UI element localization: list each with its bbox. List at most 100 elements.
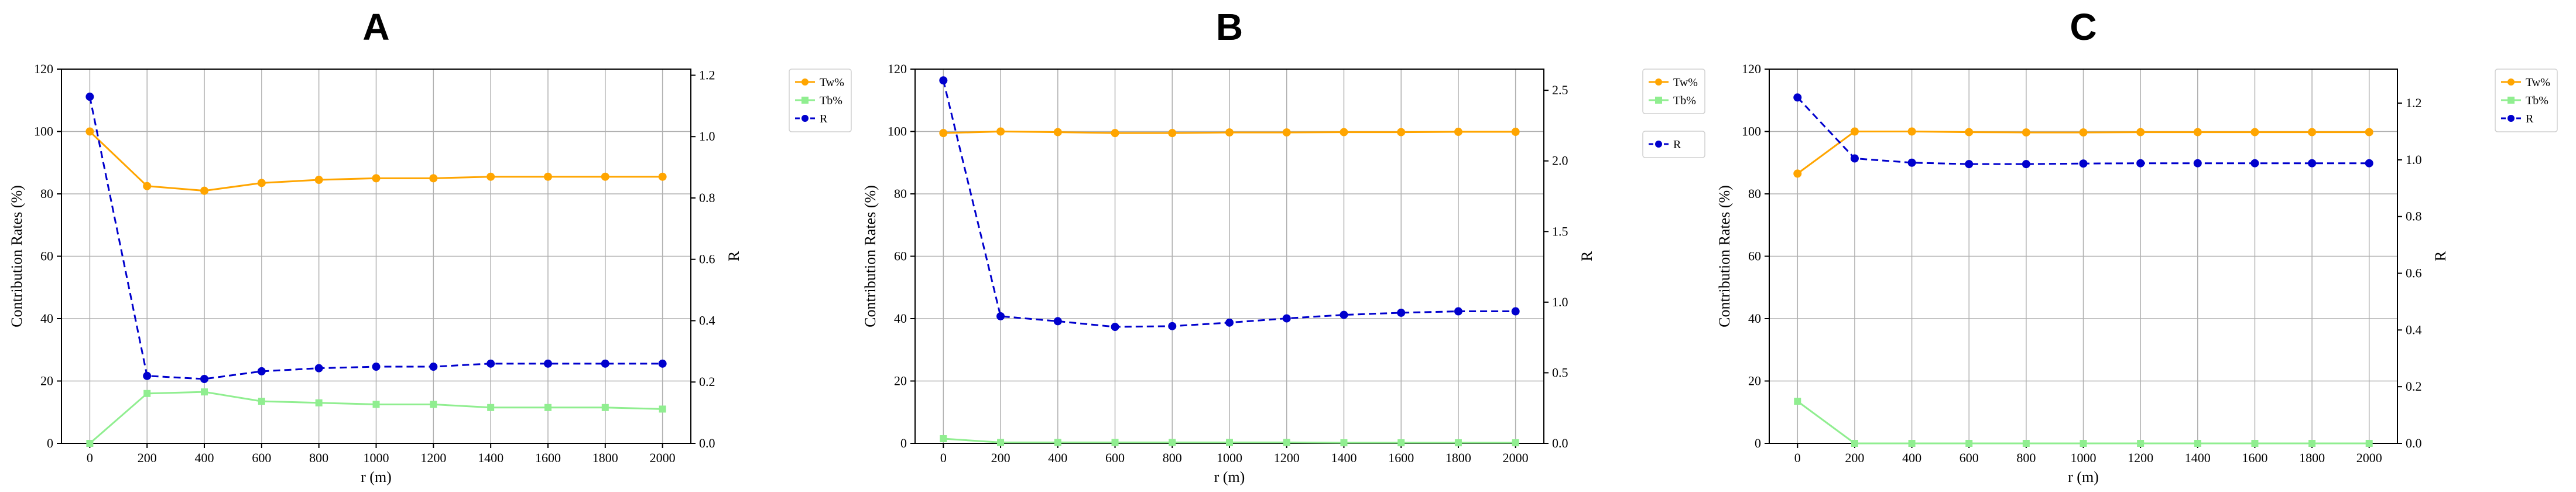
x-tick-label: 800 <box>2016 450 2036 465</box>
data-point-tw <box>143 182 152 190</box>
y-tick-label: 20 <box>40 374 53 388</box>
data-point-tw <box>2365 128 2373 136</box>
y2-tick-label: 0.6 <box>2406 266 2422 281</box>
data-point-tb <box>487 404 495 411</box>
data-point-tw <box>2308 128 2317 136</box>
data-point-tb <box>201 388 208 396</box>
data-point-tb <box>1340 439 1348 446</box>
data-point-tw <box>1793 169 1802 178</box>
y-tick-label: 0 <box>47 436 53 450</box>
x-tick-label: 0 <box>940 450 947 465</box>
x-tick-label: 400 <box>195 450 214 465</box>
data-point-r <box>1168 322 1177 330</box>
data-point-r <box>2250 159 2259 168</box>
y2-tick-label: 1.5 <box>1552 224 1568 238</box>
data-point-tb <box>2308 440 2316 447</box>
data-point-r <box>1850 154 1859 163</box>
chart-panel-a: A 0 200 400 600 800 1000 1200 1400 1600 1800 2000 0 2… <box>8 6 852 486</box>
y-tick-label: 40 <box>894 311 907 326</box>
data-point-r <box>143 371 152 380</box>
x-axis-label: r (m) <box>1214 469 1245 486</box>
data-point-tb <box>430 401 437 408</box>
data-point-tb <box>1054 439 1061 446</box>
x-tick-label: 1200 <box>1274 450 1300 465</box>
x-tick-label: 1200 <box>2128 450 2153 465</box>
legend-label-r: R <box>1673 138 1681 151</box>
data-point-tw <box>200 186 209 195</box>
y2-tick-label: 1.0 <box>1552 295 1568 309</box>
data-point-r <box>1340 310 1348 319</box>
legend: Tw% Tb% R <box>1642 69 1705 158</box>
data-point-tb <box>544 404 551 411</box>
data-point-tb <box>997 439 1005 446</box>
legend-marker-tw <box>801 78 809 86</box>
y2-tick-label: 1.0 <box>2406 152 2422 167</box>
data-point-tw <box>1907 127 1916 136</box>
data-point-tw <box>996 127 1005 136</box>
legend-label-r: R <box>2526 112 2534 125</box>
x-tick-label: 1200 <box>420 450 446 465</box>
y-axis-label: Contribution Rates (%) <box>8 185 25 327</box>
chart-title: B <box>1216 6 1243 48</box>
legend-marker-r <box>1655 141 1662 148</box>
legend-marker-tb <box>801 97 809 104</box>
y2-tick-label: 2.0 <box>1552 153 1568 168</box>
x-axis-label: r (m) <box>361 469 392 486</box>
data-point-tw <box>1053 128 1062 136</box>
data-point-r <box>200 375 209 384</box>
x-tick-label: 1600 <box>535 450 561 465</box>
x-tick-label: 800 <box>309 450 328 465</box>
x-tick-label: 400 <box>1048 450 1067 465</box>
x-tick-label: 200 <box>991 450 1010 465</box>
x-tick-label: 1400 <box>2185 450 2211 465</box>
data-point-r <box>996 312 1005 320</box>
legend-marker-r <box>2508 115 2515 122</box>
legend-label-tw: Tw% <box>2526 76 2550 89</box>
y-tick-label: 20 <box>894 374 907 388</box>
data-point-tw <box>601 172 609 181</box>
data-point-tw <box>1168 129 1177 138</box>
data-point-tw <box>1111 129 1119 138</box>
x-tick-label: 600 <box>252 450 271 465</box>
y-tick-label: 0 <box>1755 436 1761 450</box>
data-point-tb <box>2251 440 2259 447</box>
y2-tick-label: 0.4 <box>2406 322 2422 337</box>
x-tick-label: 0 <box>1794 450 1801 465</box>
chart-title: C <box>2070 6 2097 48</box>
data-point-tw <box>1397 128 1406 136</box>
data-point-tb <box>1454 439 1462 446</box>
data-point-tb <box>1111 439 1119 446</box>
data-point-tw <box>2079 128 2088 137</box>
x-tick-label: 1000 <box>2071 450 2097 465</box>
y2-tick-label: 0.8 <box>2406 209 2422 224</box>
data-point-r <box>1053 317 1062 326</box>
data-point-r <box>1225 318 1234 327</box>
legend-marker-tw <box>2508 78 2515 86</box>
y-tick-label: 20 <box>1748 374 1761 388</box>
y-tick-label: 120 <box>1742 62 1761 76</box>
legend-marker-r <box>801 115 809 122</box>
x-tick-label: 0 <box>87 450 93 465</box>
data-point-tb <box>601 404 609 411</box>
x-tick-label: 1400 <box>1331 450 1356 465</box>
data-point-tb <box>1908 440 1916 447</box>
data-point-r <box>372 363 381 371</box>
data-point-tw <box>2193 128 2202 136</box>
data-point-tb <box>1965 440 1973 447</box>
legend-marker-tb <box>1655 97 1662 104</box>
legend-label-tw: Tw% <box>820 76 844 89</box>
data-point-tw <box>314 176 323 184</box>
y-tick-label: 80 <box>894 186 907 201</box>
data-point-tb <box>1169 439 1176 446</box>
x-tick-label: 400 <box>1902 450 1921 465</box>
data-point-tb <box>2365 440 2373 447</box>
chart-panel-b: B 0 200 400 600 800 1000 1200 1400 1600 1800 2000 0 2… <box>862 6 1705 486</box>
data-point-tb <box>372 401 380 408</box>
y2-tick-label: 0.0 <box>699 436 715 450</box>
data-point-r <box>2308 159 2317 168</box>
y2-tick-label: 0.0 <box>2406 436 2422 450</box>
x-tick-label: 1600 <box>1388 450 1414 465</box>
legend-label-tb: Tb% <box>1673 94 1696 107</box>
x-tick-label: 200 <box>1845 450 1864 465</box>
data-point-r <box>658 359 667 368</box>
